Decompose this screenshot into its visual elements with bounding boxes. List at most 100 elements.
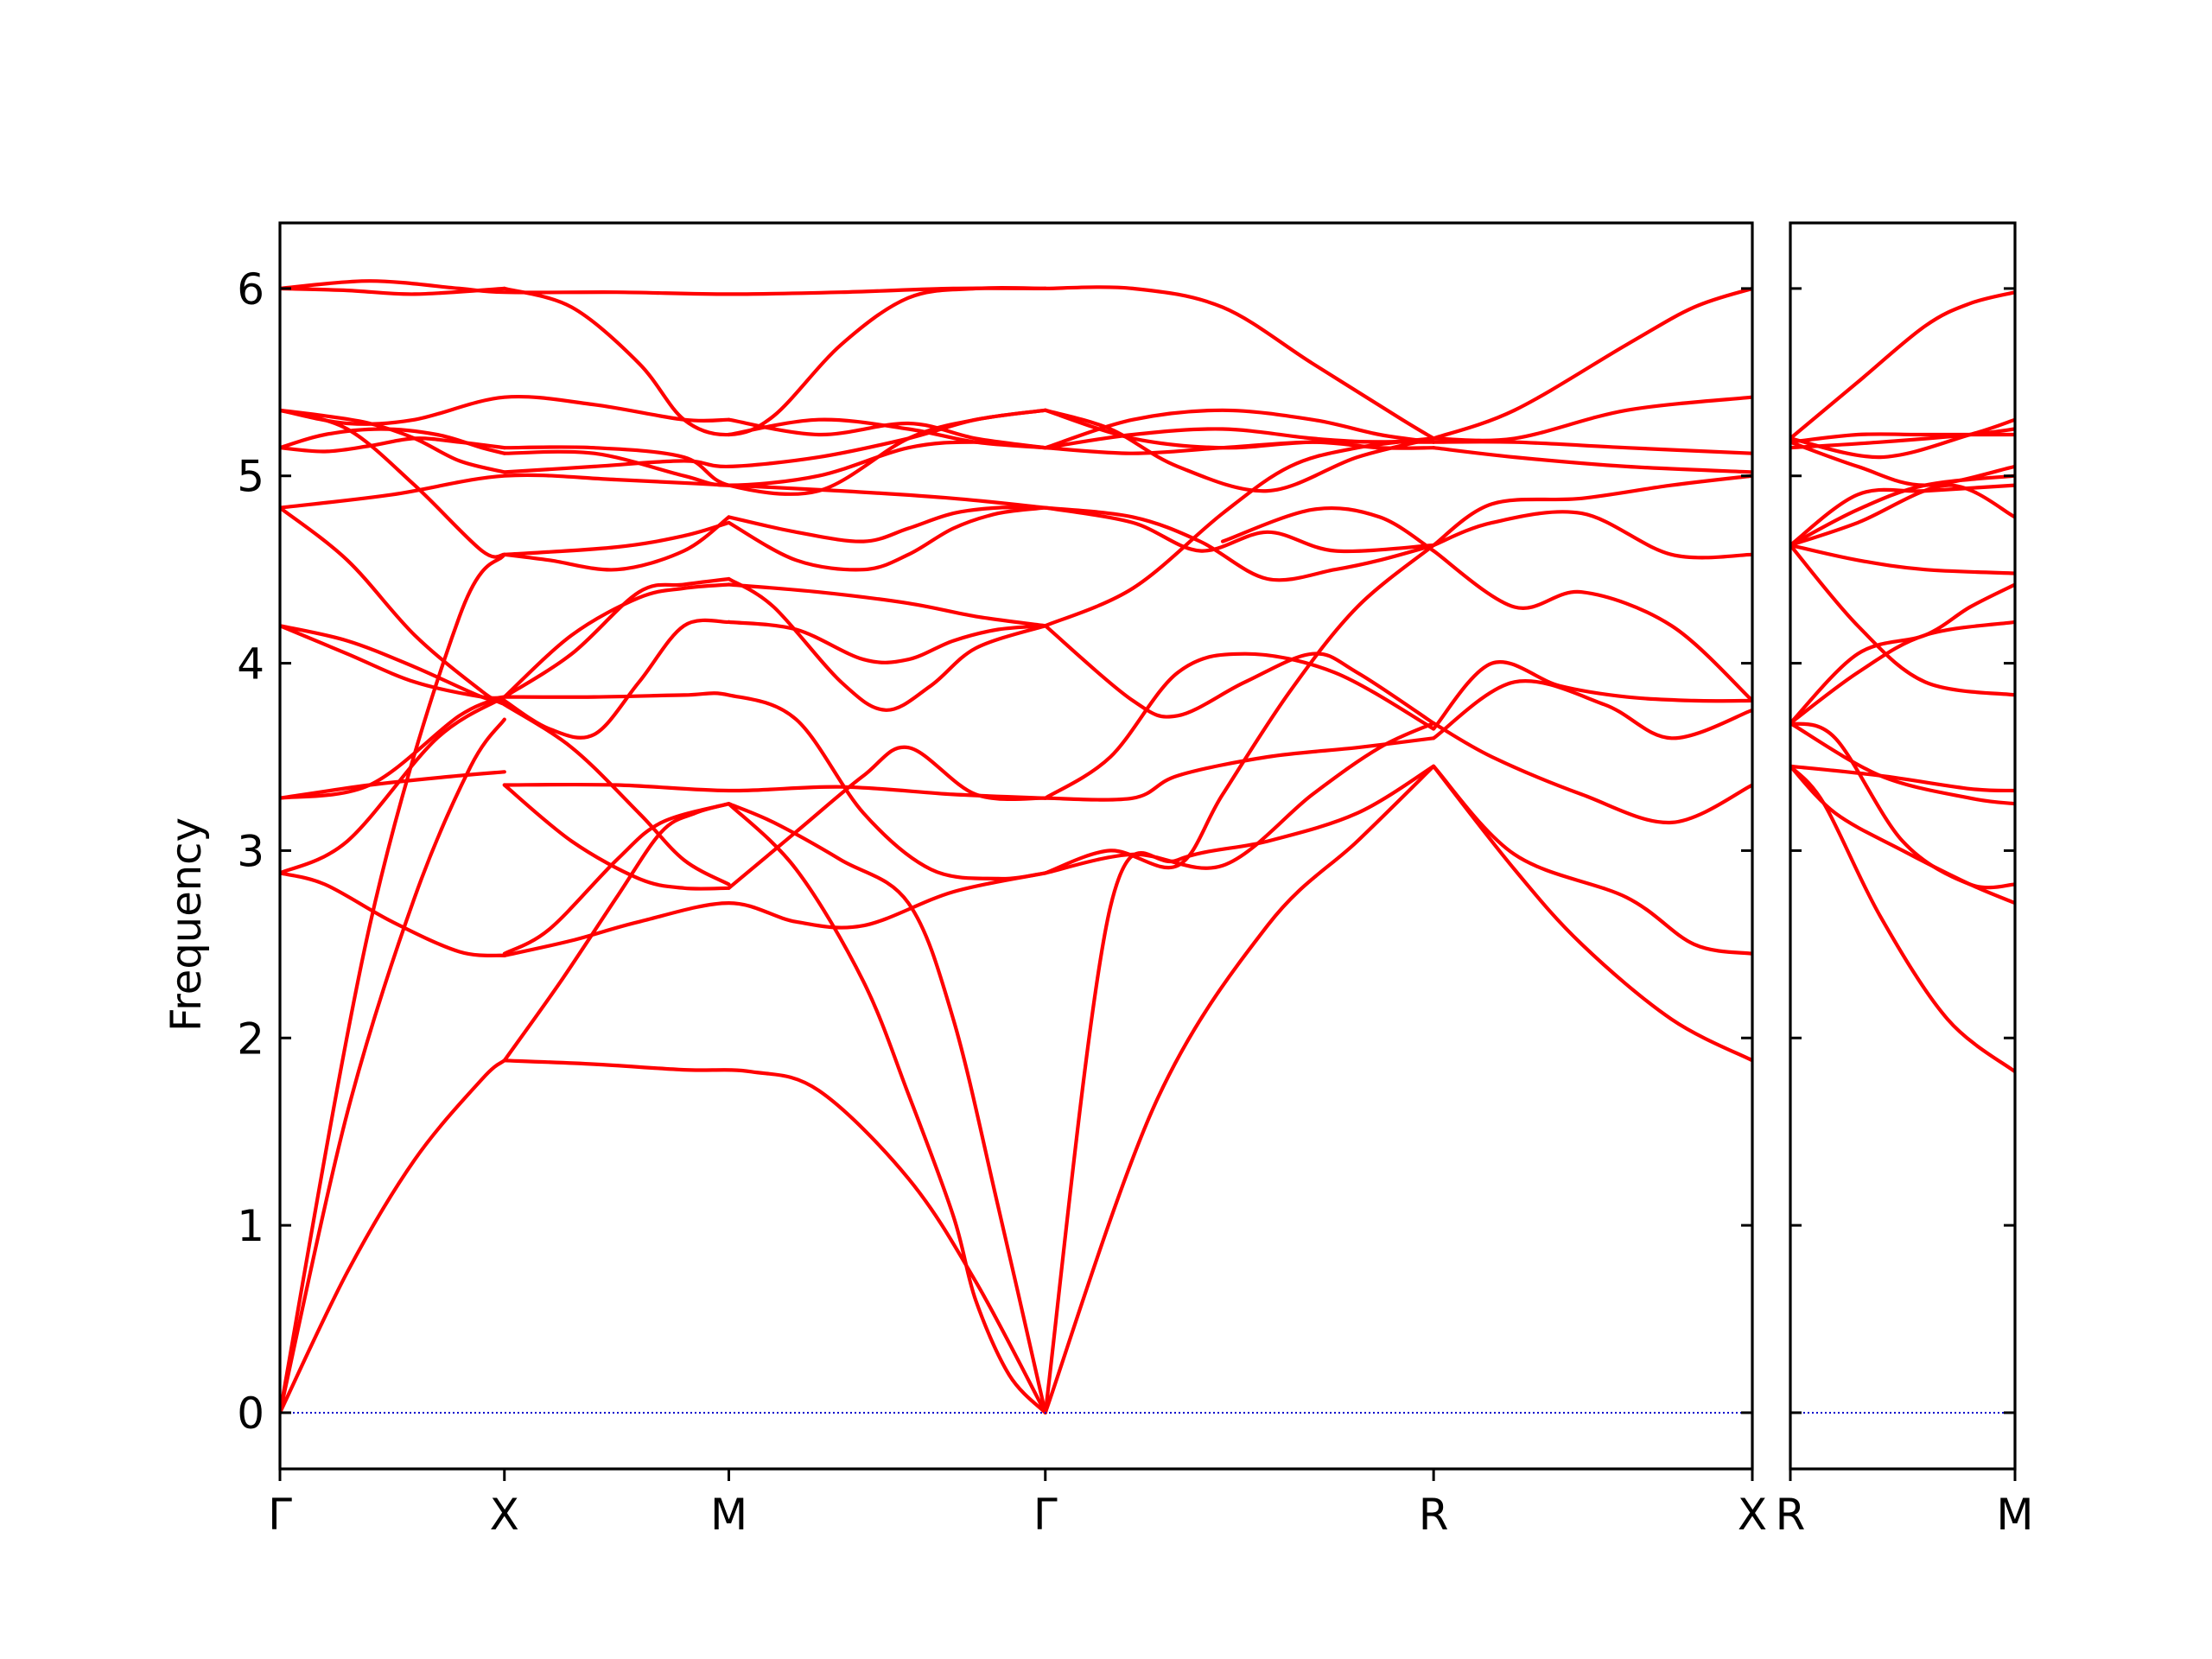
phonon-branch-main-60 [1432, 510, 1752, 560]
x-tick-label: M [710, 1490, 747, 1540]
x-tick-label: Γ [1033, 1490, 1058, 1540]
phonon-branch-main-54 [1043, 652, 1436, 800]
phonon-branch-main-7 [280, 695, 506, 875]
y-axis-label: Frequency [162, 817, 211, 1032]
phonon-branch-main-17 [727, 745, 1047, 890]
y-tick-label: 4 [237, 639, 264, 690]
phonon-branch-main-70 [1432, 446, 1752, 474]
phonon-branch-main-28 [280, 408, 506, 559]
phonon-branch-main-32 [280, 473, 1047, 510]
phonon-branch-right-2 [1790, 721, 2015, 890]
phonon-branch-main-69 [1432, 440, 1752, 455]
phonon-branch-right-12 [1790, 440, 2015, 487]
phonon-branch-main-46 [1432, 764, 1752, 1063]
phonon-branch-main-23 [727, 620, 1047, 664]
phonon-branch-main-25 [727, 576, 1047, 712]
phonon-branch-main-34 [280, 436, 506, 454]
phonon-branch-main-64 [1043, 408, 1436, 493]
phonon-branch-right-11 [1790, 483, 2015, 548]
phonon-branch-main-20 [280, 505, 506, 707]
main-frame [278, 221, 1754, 1471]
phonon-branch-main-6 [502, 871, 1047, 957]
phonon-branch-main-44 [502, 286, 1047, 437]
phonon-branch-main-35 [280, 408, 506, 474]
phonon-branch-main-49 [1043, 721, 1436, 875]
phonon-branch-main-4 [502, 520, 731, 556]
phonon-branch-main-68 [1043, 440, 1436, 455]
phonon-branch-main-50 [1432, 721, 1752, 825]
phonon-branch-main-19 [280, 624, 506, 700]
phonon-branch-main-21 [502, 702, 731, 887]
phonon-branch-main-59 [1043, 505, 1436, 582]
phonon-branch-right-3 [1790, 721, 2015, 806]
phonon-branch-main-33 [280, 427, 506, 455]
phonon-branch-main-45 [1043, 764, 1436, 1414]
phonon-branch-main-3 [280, 552, 506, 1414]
main-panel: 0 1 2 3 4 5 6 Γ X M Γ R X [237, 221, 1767, 1540]
y-tick-label: 0 [237, 1389, 264, 1439]
phonon-branch-main-48 [1432, 764, 1752, 956]
phonon-branch-main-42 [280, 279, 1047, 296]
phonon-branch-main-22 [502, 618, 731, 740]
phonon-branch-main-8 [280, 770, 506, 800]
phonon-branch-main-65 [1043, 408, 1436, 450]
phonon-branch-main-58 [1043, 505, 1436, 554]
right-series-group [1790, 290, 2015, 1414]
phonon-branch-main-27 [727, 582, 1047, 628]
x-tick-label: M [1996, 1490, 2033, 1540]
phonon-branch-right-14 [1790, 417, 2015, 460]
phonon-branch-main-52 [1432, 679, 1752, 741]
phonon-branch-right-16 [1790, 290, 2015, 441]
x-tick-label: X [490, 1490, 519, 1540]
phonon-branch-main-1 [502, 1058, 1047, 1414]
phonon-branch-main-72 [1432, 286, 1752, 441]
phonon-branch-main-53 [1043, 543, 1436, 875]
phonon-branch-right-0 [1790, 764, 2015, 1074]
phonon-branch-main-30 [727, 505, 1047, 543]
y-tick-label: 5 [237, 452, 264, 502]
phonon-branch-right-6 [1790, 582, 2015, 726]
phonon-branch-main-61 [1432, 474, 1752, 548]
phonon-branch-main-13 [727, 802, 1047, 1414]
phonon-branch-main-2 [280, 717, 506, 1414]
x-tick-label: R [1419, 1490, 1449, 1540]
phonon-branch-main-71 [1432, 395, 1752, 442]
phonon-branch-main-41 [727, 417, 1047, 450]
phonon-branch-main-29 [502, 515, 731, 572]
phonon-branch-main-10 [280, 695, 506, 800]
phonon-branch-right-15 [1790, 427, 2015, 450]
phonon-branch-main-57 [1043, 436, 1436, 628]
phonon-branch-main-14 [502, 802, 731, 956]
phonon-branch-main-24 [502, 576, 731, 699]
y-tick-label: 2 [237, 1014, 264, 1064]
phonon-branch-main-0 [280, 1058, 506, 1414]
phonon-branch-main-43 [280, 286, 506, 296]
phonon-branch-main-62 [1220, 505, 1436, 553]
phonon-branch-right-5 [1790, 620, 2015, 726]
phonon-branch-right-7 [1790, 543, 2015, 697]
phonon-branch-main-5 [280, 871, 506, 957]
x-tick-label: Γ [268, 1490, 292, 1540]
y-tick-label: 3 [237, 826, 264, 876]
phonon-branch-right-8 [1790, 543, 2015, 575]
main-series-group [280, 279, 1752, 1414]
x-tick-label: R [1776, 1490, 1806, 1540]
y-tick-label: 1 [237, 1201, 264, 1251]
phonon-branch-main-40 [727, 417, 1047, 450]
phonon-branch-main-15 [727, 802, 1047, 1414]
right-frame [1789, 221, 2017, 1471]
phonon-branch-main-18 [280, 624, 506, 703]
phonon-branch-main-55 [1432, 660, 1752, 731]
phonon-branch-main-51 [1043, 736, 1436, 802]
phonon-branch-main-16 [502, 783, 731, 891]
phonon-branch-main-39 [502, 408, 1047, 496]
phonon-branch-main-9 [502, 782, 1047, 800]
phonon-branch-right-4 [1790, 764, 2015, 793]
phonon-branch-main-11 [502, 691, 1047, 881]
x-tick-label: X [1738, 1490, 1767, 1540]
phonon-branch-main-47 [1043, 764, 1436, 1414]
phonon-branch-main-31 [727, 505, 1047, 572]
phonon-branch-main-36 [280, 394, 731, 426]
